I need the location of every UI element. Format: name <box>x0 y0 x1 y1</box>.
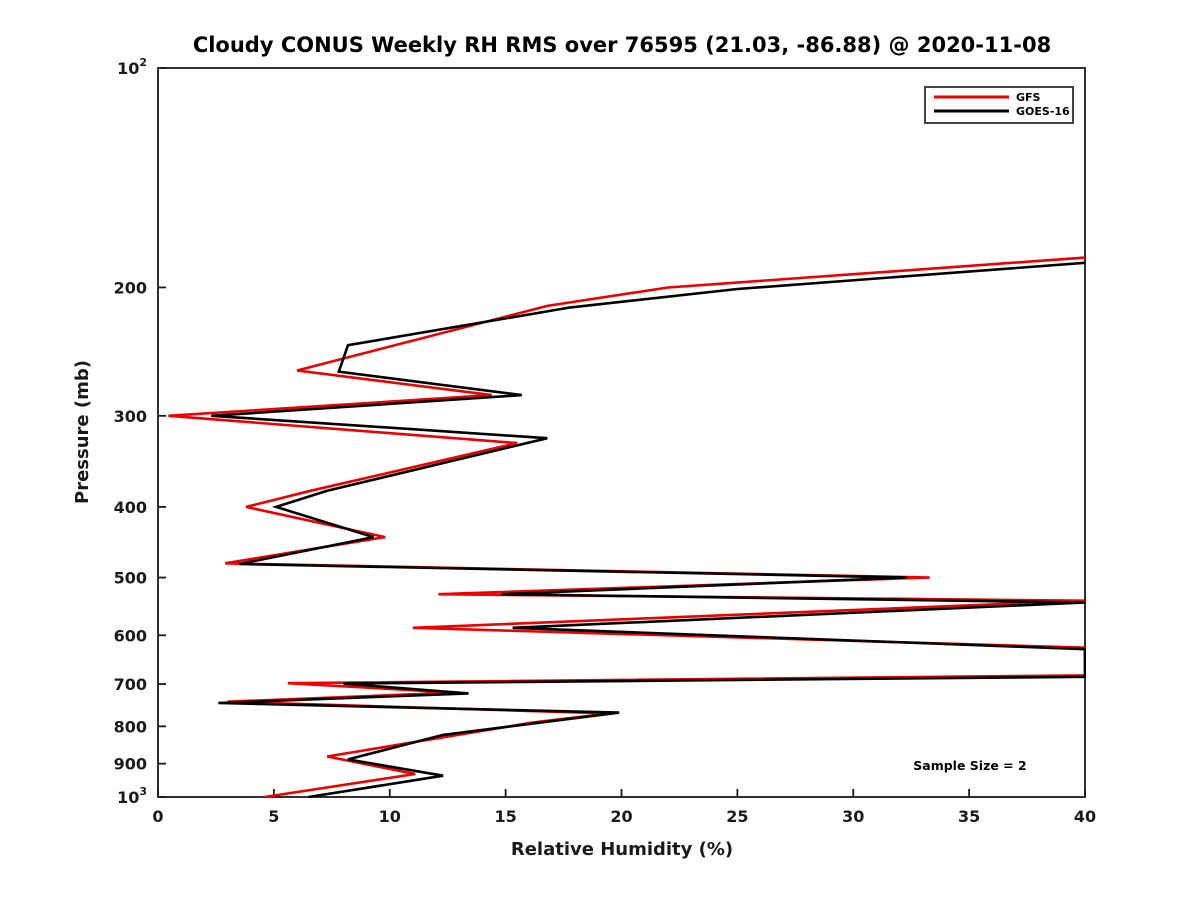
x-axis-tick-labels: 0 5 10 15 20 25 30 35 40 <box>152 807 1096 826</box>
legend-border <box>924 86 1074 124</box>
y-tick-label: 800 <box>114 717 147 736</box>
y-tick-label: 500 <box>114 569 147 588</box>
data-series-group <box>168 256 1086 799</box>
series-line-gfs <box>168 256 1086 799</box>
x-tick-label: 10 <box>379 807 401 826</box>
y-tick-label: 300 <box>114 407 147 426</box>
sample-size-annotation: Sample Size = 2 <box>913 758 1026 773</box>
chart-title: Cloudy CONUS Weekly RH RMS over 76595 (2… <box>193 33 1051 57</box>
x-tick-label: 5 <box>268 807 279 826</box>
y-tick-label: 900 <box>114 755 147 774</box>
series-line-goes-16 <box>211 261 1086 799</box>
legend-label-gfs: GFS <box>1016 91 1041 104</box>
legend-label-goes-16: GOES-16 <box>1016 105 1070 118</box>
y-axis-title: Pressure (mb) <box>72 360 93 504</box>
y-tick-label: 400 <box>114 498 147 517</box>
x-tick-label: 35 <box>958 807 980 826</box>
x-tick-label: 20 <box>610 807 632 826</box>
x-tick-label: 40 <box>1074 807 1096 826</box>
x-tick-label: 15 <box>494 807 516 826</box>
x-tick-label: 0 <box>152 807 163 826</box>
x-tick-label: 25 <box>726 807 748 826</box>
x-axis-title: Relative Humidity (%) <box>511 839 733 860</box>
y-tick-label: 103 <box>117 785 147 807</box>
y-tick-label: 700 <box>114 675 147 694</box>
y-axis-ticks <box>158 67 166 798</box>
y-axis-tick-labels: 102 200 300 400 500 600 700 800 900 103 <box>114 56 147 807</box>
y-tick-label: 200 <box>114 278 147 297</box>
y-tick-label: 102 <box>117 56 147 78</box>
x-tick-label: 30 <box>842 807 864 826</box>
y-tick-label: 600 <box>114 626 147 645</box>
plot-border-box <box>157 67 1086 798</box>
